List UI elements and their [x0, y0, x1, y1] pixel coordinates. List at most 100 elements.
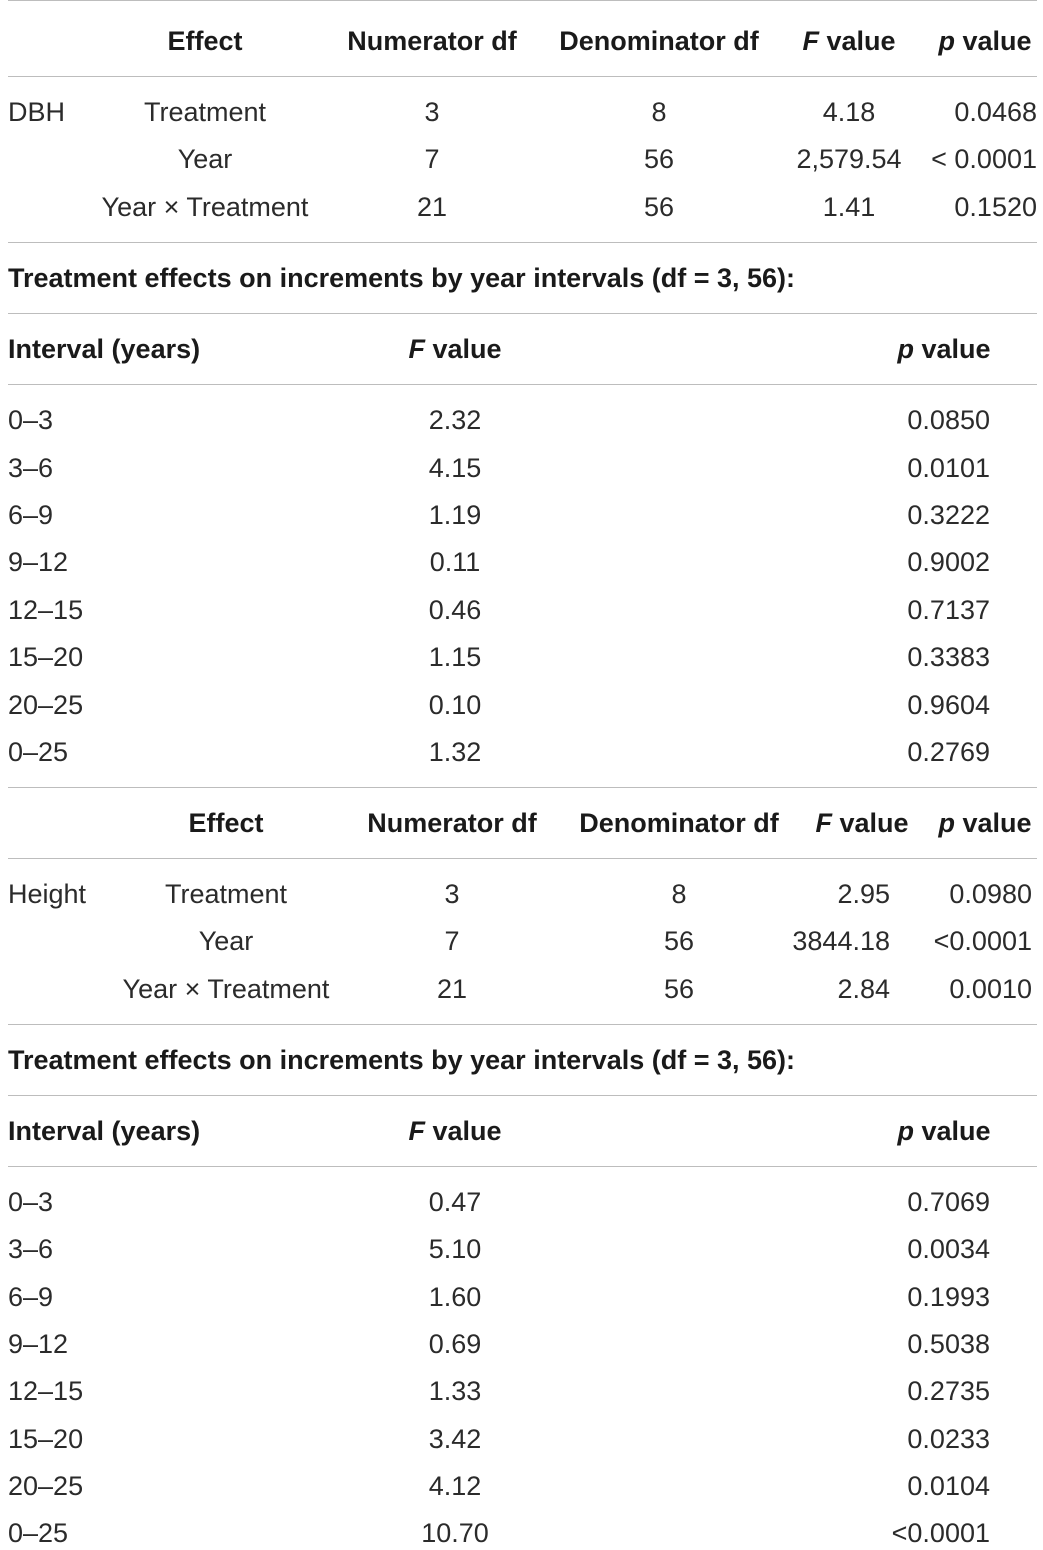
- header-effect: Effect: [167, 26, 243, 56]
- header-f-value: F value: [802, 26, 896, 56]
- cell-f: 0.69: [428, 1329, 482, 1359]
- cell-p: 0.3383: [907, 642, 990, 672]
- cell-interval: 9–12: [8, 1329, 69, 1359]
- cell-p: 0.9604: [907, 690, 990, 720]
- cell-interval: 15–20: [8, 1424, 84, 1454]
- cell-interval: 0–3: [8, 405, 54, 435]
- cell-f: 10.70: [421, 1518, 489, 1548]
- cell-num-df: 7: [444, 926, 460, 956]
- cell-f: 4.15: [428, 453, 482, 483]
- header-effect: Effect: [188, 808, 264, 838]
- rule-header: [8, 76, 1037, 77]
- cell-interval: 0–25: [8, 1518, 69, 1548]
- cell-interval: 3–6: [8, 453, 54, 483]
- cell-p: 0.0101: [907, 453, 990, 483]
- rule-header: [8, 1166, 1037, 1167]
- cell-p: 0.0980: [949, 879, 1032, 909]
- cell-f: 1.41: [822, 192, 876, 222]
- cell-num-df: 21: [416, 192, 448, 222]
- cell-f: 1.32: [428, 737, 482, 767]
- cell-f: 3844.18: [792, 926, 890, 956]
- cell-interval: 6–9: [8, 500, 54, 530]
- cell-effect: Year × Treatment: [122, 974, 330, 1004]
- cell-p: 0.7069: [907, 1187, 990, 1217]
- cell-den-df: 56: [663, 926, 695, 956]
- header-numerator-df: Numerator df: [347, 26, 517, 56]
- cell-den-df: 56: [643, 192, 675, 222]
- rule-bottom: [8, 787, 1037, 788]
- cell-p: < 0.0001: [931, 144, 1037, 174]
- cell-den-df: 8: [651, 97, 667, 127]
- rule-header: [8, 858, 1037, 859]
- header-denominator-df: Denominator df: [559, 26, 759, 56]
- cell-interval: 20–25: [8, 1471, 84, 1501]
- cell-den-df: 56: [643, 144, 675, 174]
- cell-effect: Year: [177, 144, 233, 174]
- header-interval: Interval (years): [8, 1116, 201, 1146]
- cell-p: 0.3222: [907, 500, 990, 530]
- cell-f: 0.11: [429, 547, 481, 577]
- cell-p: 0.0850: [907, 405, 990, 435]
- header-f-value: F value: [408, 1116, 502, 1146]
- header-p-value: p value: [938, 808, 1032, 838]
- rule-header: [8, 384, 1037, 385]
- header-p-value: p value: [897, 334, 991, 364]
- cell-p: <0.0001: [891, 1518, 990, 1548]
- cell-interval: 3–6: [8, 1234, 54, 1264]
- cell-interval: 9–12: [8, 547, 69, 577]
- cell-p: 0.0233: [907, 1424, 990, 1454]
- cell-p: 0.5038: [907, 1329, 990, 1359]
- cell-p: 0.0104: [907, 1471, 990, 1501]
- group-label: DBH: [8, 97, 66, 127]
- rule-top: [8, 313, 1037, 314]
- cell-effect: Year: [198, 926, 254, 956]
- cell-interval: 0–25: [8, 737, 69, 767]
- header-p-value: p value: [938, 26, 1032, 56]
- cell-f: 5.10: [428, 1234, 482, 1264]
- cell-interval: 12–15: [8, 595, 84, 625]
- cell-p: <0.0001: [933, 926, 1032, 956]
- cell-f: 0.47: [428, 1187, 482, 1217]
- cell-f: 0.46: [428, 595, 482, 625]
- cell-p: 0.0468: [954, 97, 1037, 127]
- rule-bottom: [8, 242, 1037, 243]
- cell-p: 0.2735: [907, 1376, 990, 1406]
- cell-p: 0.9002: [907, 547, 990, 577]
- cell-effect: Treatment: [143, 97, 267, 127]
- header-f-value: F value: [408, 334, 502, 364]
- cell-p: 0.0034: [907, 1234, 990, 1264]
- cell-num-df: 3: [444, 879, 460, 909]
- cell-den-df: 56: [663, 974, 695, 1004]
- cell-effect: Year × Treatment: [101, 192, 309, 222]
- cell-interval: 12–15: [8, 1376, 84, 1406]
- header-numerator-df: Numerator df: [367, 808, 537, 838]
- header-p-value: p value: [897, 1116, 991, 1146]
- section-title-height-increments: Treatment effects on increments by year …: [8, 1045, 796, 1075]
- cell-effect: Treatment: [164, 879, 288, 909]
- rule-bottom: [8, 1024, 1037, 1025]
- cell-f: 4.18: [822, 97, 876, 127]
- cell-f: 2,579.54: [796, 144, 902, 174]
- cell-f: 2.84: [837, 974, 890, 1004]
- cell-f: 2.32: [428, 405, 482, 435]
- cell-f: 1.60: [428, 1282, 482, 1312]
- cell-num-df: 7: [424, 144, 440, 174]
- cell-f: 1.19: [428, 500, 482, 530]
- cell-f: 2.95: [837, 879, 890, 909]
- cell-num-df: 3: [424, 97, 440, 127]
- cell-num-df: 21: [436, 974, 468, 1004]
- cell-interval: 20–25: [8, 690, 84, 720]
- cell-p: 0.1520: [954, 192, 1037, 222]
- header-f-value: F value: [815, 808, 909, 838]
- cell-interval: 0–3: [8, 1187, 54, 1217]
- header-interval: Interval (years): [8, 334, 201, 364]
- cell-interval: 15–20: [8, 642, 84, 672]
- rule-top: [8, 0, 1037, 1]
- cell-interval: 6–9: [8, 1282, 54, 1312]
- cell-p: 0.0010: [949, 974, 1032, 1004]
- cell-p: 0.1993: [907, 1282, 990, 1312]
- cell-den-df: 8: [671, 879, 687, 909]
- cell-f: 3.42: [428, 1424, 482, 1454]
- header-denominator-df: Denominator df: [579, 808, 779, 838]
- cell-f: 0.10: [428, 690, 482, 720]
